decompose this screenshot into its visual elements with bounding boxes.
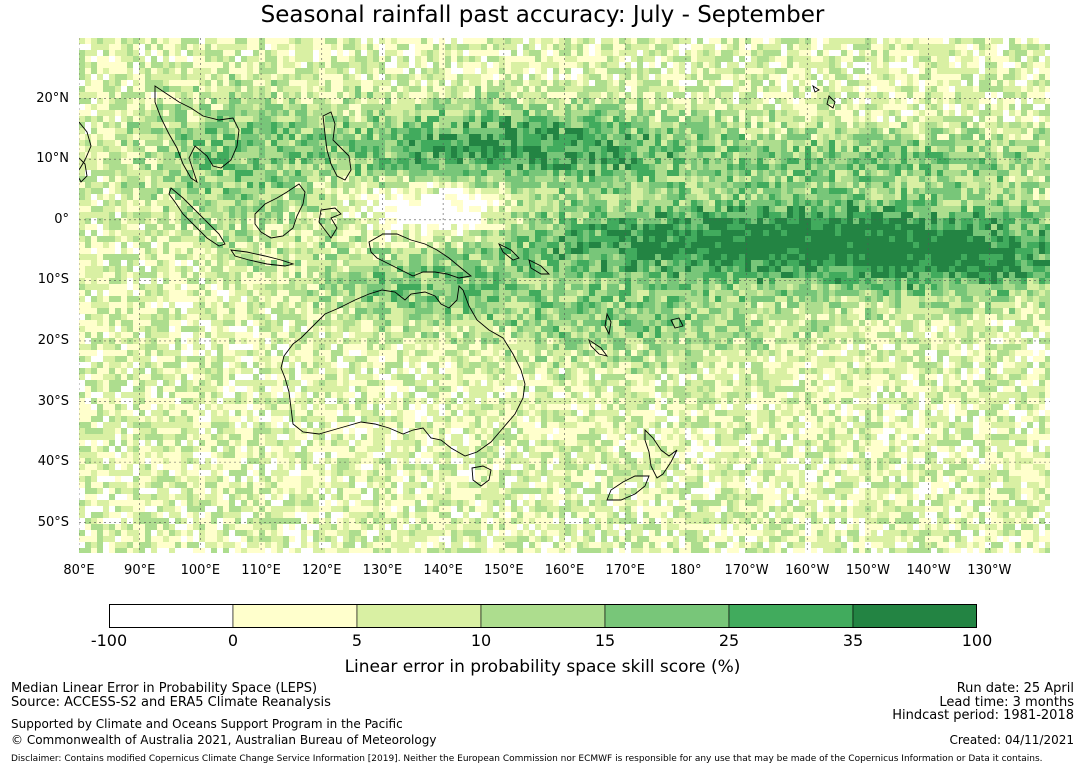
colorbar-tick-label: 35 [842,631,864,650]
colorbar-tick-label: 15 [594,631,616,650]
colorbar-tick-label: 10 [470,631,492,650]
footer-copyright: © Commonwealth of Australia 2021, Austra… [11,733,437,747]
longitude-label: 100°E [180,563,221,578]
longitude-label: 150°E [484,563,524,578]
latitude-label: 30°S [37,393,69,409]
colorbar-segment [356,604,482,628]
footer-support: Supported by Climate and Oceans Support … [11,717,403,731]
longitude-label: 170°W [724,563,769,578]
coastline-borneo [254,183,306,239]
colorbar-segment [480,604,606,628]
coastline-hawaii [812,84,836,109]
latitude-label: 0° [54,211,69,227]
map-title: Seasonal rainfall past accuracy: July - … [260,2,825,28]
coastline-solomon-islands [497,242,551,275]
longitude-label: 80°E [63,563,95,578]
longitude-label: 150°W [845,563,891,578]
coastline-sumatra [168,187,226,247]
longitude-label: 140°W [906,563,951,578]
coastlines [79,84,836,501]
coastline-new-guinea [368,233,473,279]
coastline-india [79,121,92,171]
latitude-label: 40°S [37,454,69,470]
latitude-label: 10°S [37,272,69,288]
longitude-label: 120°E [301,563,342,578]
colorbar-tick-label: 25 [718,631,740,650]
longitude-label: 130°E [362,563,403,578]
latitude-label: 20°N [36,90,69,106]
colorbar-tick-label: 100 [961,631,993,650]
coastline-sulawesi [318,207,342,239]
colorbar-segment [604,604,730,628]
coastline-indochina [154,85,240,184]
longitude-label: 160°W [785,563,830,578]
coastline-sri-lanka [79,157,88,183]
coastline-philippines [322,111,352,181]
created-date: Created: 04/11/2021 [949,733,1074,747]
run-date: Run date: 25 April [956,681,1074,696]
colorbar-segment [728,604,854,628]
colorbar-frame [109,604,977,628]
longitude-label: 140°E [423,563,463,578]
longitude-label: 170°E [605,563,645,578]
colorbar-segment [232,604,358,628]
colorbar [109,604,977,628]
disclaimer: Disclaimer: Contains modified Copernicus… [11,754,1043,764]
footer-leps: Median Linear Error in Probability Space… [11,681,318,696]
skill-score-map [79,38,1050,553]
skill-field [79,38,1050,553]
coastline-vanuatu [604,312,612,336]
longitude-label: 130°W [967,563,1012,578]
coastline-fiji [670,317,684,329]
colorbar-tick-label: -100 [90,631,128,650]
colorbar-label: Linear error in probability space skill … [344,657,741,677]
longitude-label: 90°E [124,563,156,578]
colorbar-tick-label: 5 [351,631,363,650]
longitude-label: 110°E [241,563,281,578]
colorbar-segment [852,604,977,628]
coastline-new-caledonia [588,338,609,357]
footer-source: Source: ACCESS-S2 and ERA5 Climate Reana… [11,695,331,710]
colorbar-segment [109,604,234,628]
hindcast-period: Hindcast period: 1981-2018 [892,708,1074,723]
map-canvas [79,38,1050,553]
coastline-nz-north [644,428,678,479]
longitude-label: 180° [670,563,702,578]
lead-time: Lead time: 3 months [939,695,1074,710]
graticule [79,38,1050,553]
latitude-label: 50°S [37,514,69,530]
coastline-java [230,249,295,267]
coastline-nz-south [606,475,650,501]
colorbar-tick-label: 0 [227,631,239,650]
coastline-tasmania [471,465,492,487]
longitude-label: 160°E [544,563,585,578]
latitude-label: 10°N [36,151,69,167]
coastline-australia [280,285,526,457]
latitude-label: 20°S [37,332,69,348]
